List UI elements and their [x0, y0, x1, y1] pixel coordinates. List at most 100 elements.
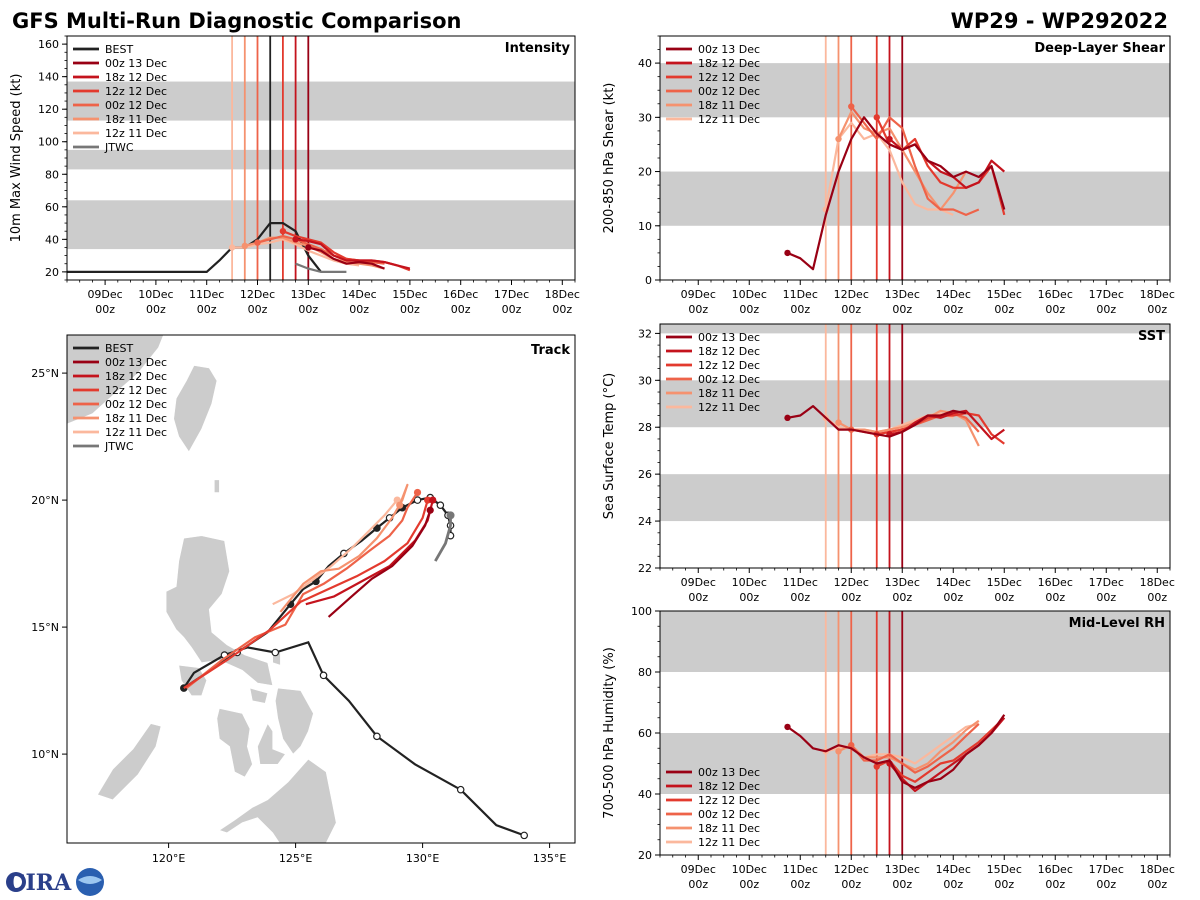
sst-xtick-day-6: 15Dec	[987, 576, 1022, 589]
rh-xtick-day-3: 12Dec	[834, 863, 869, 876]
shear-xtick-day-5: 14Dec	[936, 288, 971, 301]
rh-xtick-day-5: 14Dec	[936, 863, 971, 876]
shear-legend-label-3: 00z 12 Dec	[698, 85, 760, 98]
rh-series-start-point-4	[835, 748, 842, 755]
logo-swoosh-icon	[78, 876, 102, 884]
rh-ytick-label-2: 60	[638, 727, 652, 740]
intensity-series-start-point-2	[279, 228, 287, 235]
rh-xtick-hour-7: 00z	[1045, 878, 1065, 891]
sst-xtick-hour-8: 00z	[1096, 591, 1116, 604]
track-xtick-label-1: 125°E	[279, 852, 312, 865]
storm-id-title: WP29 - WP292022	[951, 9, 1168, 33]
cebu-bohol-landmass	[257, 722, 286, 765]
sulu-islands-landmass	[192, 853, 205, 861]
rh-legend-label-2: 12z 12 Dec	[698, 794, 760, 807]
track-jtwc-line	[434, 515, 452, 562]
rh-xtick-hour-6: 00z	[994, 878, 1014, 891]
sst-band-2	[660, 324, 1170, 334]
rh-xtick-hour-1: 00z	[739, 878, 759, 891]
sst-legend-label-4: 18z 11 Dec	[698, 387, 760, 400]
track-legend-label-7: JTWC	[104, 440, 134, 453]
sst-series-line-0	[787, 405, 967, 438]
china-coast-landmass	[67, 335, 164, 425]
rh-ytick-label-0: 20	[638, 849, 652, 862]
rh-xtick-hour-0: 00z	[688, 878, 708, 891]
intensity-panel: 20 40 60 80 100 120 140 160 09Dec 00z 10Dec 00z 11De…	[9, 35, 580, 316]
shear-legend-label-2: 12z 12 Dec	[698, 71, 760, 84]
rh-xtick-day-4: 13Dec	[885, 863, 920, 876]
sst-band-0	[660, 474, 1170, 522]
shear-ytick-label-1: 10	[638, 220, 652, 233]
track-series-line-3	[185, 491, 419, 689]
logo-ring-inner-icon	[10, 876, 22, 888]
sst-plot-area	[784, 405, 1005, 447]
intensity-jtwc-line	[295, 262, 347, 273]
rh-xtick-day-8: 17Dec	[1089, 863, 1124, 876]
sst-xtick-hour-7: 00z	[1045, 591, 1065, 604]
track-xtick-label-0: 120°E	[152, 852, 185, 865]
sst-xtick-hour-3: 00z	[841, 591, 861, 604]
sst-xtick-day-8: 17Dec	[1089, 576, 1124, 589]
track-best-point	[413, 496, 422, 504]
cira-logo: CIRA	[6, 868, 104, 896]
shear-xtick-day-6: 15Dec	[987, 288, 1022, 301]
shear-ytick-label-2: 20	[638, 166, 652, 179]
intensity-xtick-hour-9: 00z	[552, 303, 572, 316]
shear-xtick-hour-9: 00z	[1147, 303, 1167, 316]
small-islet-landmass	[214, 335, 240, 336]
track-panel: 120°E 125°E 130°E 135°E 10°N 15°N 20°N 25°N Trac…	[31, 334, 576, 865]
sst-xtick-hour-6: 00z	[994, 591, 1014, 604]
shear-xtick-day-8: 17Dec	[1089, 288, 1124, 301]
intensity-series-start-point-3	[254, 239, 261, 246]
rh-legend-label-0: 00z 13 Dec	[698, 766, 760, 779]
intensity-xtick-day-0: 09Dec	[87, 288, 122, 301]
intensity-series-start-point-4	[241, 242, 248, 250]
intensity-xtick-hour-7: 00z	[451, 303, 471, 316]
rh-legend-label-3: 00z 12 Dec	[698, 808, 760, 821]
intensity-legend-label-6: 12z 11 Dec	[105, 127, 167, 140]
shear-ytick-label-0: 0	[645, 274, 652, 287]
shear-xtick-hour-3: 00z	[841, 303, 861, 316]
track-legend-label-0: BEST	[105, 342, 133, 355]
figure-title: GFS Multi-Run Diagnostic Comparison	[12, 9, 461, 33]
intensity-xtick-hour-4: 00z	[298, 303, 318, 316]
rh-xtick-hour-5: 00z	[943, 878, 963, 891]
rh-xtick-day-9: 18Dec	[1140, 863, 1175, 876]
track-xtick-label-2: 130°E	[406, 852, 439, 865]
rh-series-line-0	[786, 714, 1006, 790]
sst-ylabel: Sea Surface Temp (°C)	[602, 373, 617, 520]
shear-xtick-day-7: 16Dec	[1038, 288, 1073, 301]
sst-panel-title: SST	[1138, 329, 1165, 344]
rh-xtick-hour-3: 00z	[841, 878, 861, 891]
sst-xtick-day-7: 16Dec	[1038, 576, 1073, 589]
sst-xtick-day-1: 10Dec	[732, 576, 767, 589]
sst-xtick-hour-1: 00z	[739, 591, 759, 604]
track-panel-title: Track	[531, 343, 570, 358]
sst-panel: 22 24 26 28 30 32 09Dec 00z 10Dec 00z 11Dec 00z 12De…	[602, 323, 1175, 604]
mindoro-landmass	[178, 664, 208, 697]
rh-series-line-2	[876, 717, 1006, 783]
batanes-landmass	[214, 479, 220, 493]
intensity-band-1	[67, 149, 575, 170]
sst-ytick-label-1: 24	[638, 515, 652, 528]
rh-series-start-point-0	[784, 723, 791, 731]
intensity-ylabel: 10m Max Wind Speed (kt)	[9, 74, 24, 243]
palawan-landmass	[97, 723, 162, 801]
track-legend-label-6: 12z 11 Dec	[105, 426, 167, 439]
shear-xtick-hour-4: 00z	[892, 303, 912, 316]
intensity-series-start-point-5	[228, 244, 236, 251]
shear-xtick-hour-8: 00z	[1096, 303, 1116, 316]
intensity-legend-label-7: JTWC	[104, 141, 134, 154]
intensity-xtick-hour-2: 00z	[197, 303, 217, 316]
intensity-xtick-day-5: 14Dec	[341, 288, 376, 301]
intensity-xtick-day-7: 16Dec	[443, 288, 478, 301]
taiwan-landmass	[173, 365, 218, 453]
shear-series-start-point-0	[784, 249, 791, 257]
masbate-landmass	[249, 687, 269, 704]
shear-panel-title: Deep-Layer Shear	[1034, 41, 1165, 56]
shear-plot-area	[784, 103, 1006, 271]
intensity-xtick-day-9: 18Dec	[545, 288, 580, 301]
sst-ytick-label-4: 30	[638, 374, 652, 387]
track-best-point	[436, 501, 445, 509]
shear-xtick-hour-7: 00z	[1045, 303, 1065, 316]
